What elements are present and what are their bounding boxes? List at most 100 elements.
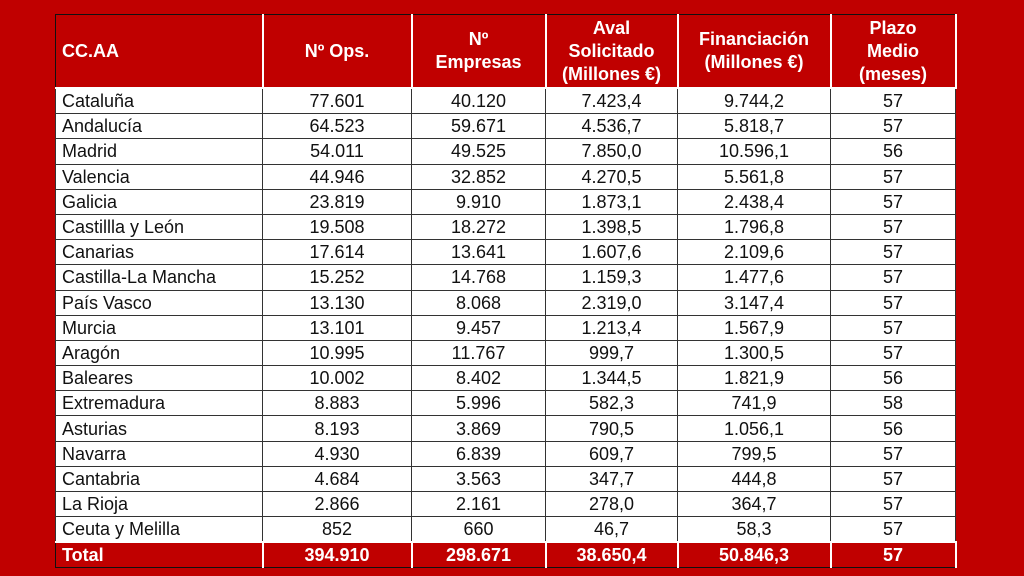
region-cell: Navarra (55, 440, 263, 467)
value-cell: 10.995 (262, 339, 412, 367)
data-row: Castillla y León 19.508 18.272 1.398,5 1.796… (55, 213, 956, 241)
value-cell: 56 (830, 365, 956, 392)
value-cell: 58 (830, 390, 956, 417)
value-cell: 57 (830, 213, 956, 241)
value-cell: 7.423,4 (545, 87, 678, 115)
table-container: CC.AA Nº Ops. Nº Empresas Aval Solicitado (Mil… (55, 14, 957, 569)
value-cell: 1.567,9 (677, 314, 831, 341)
value-cell: 56 (830, 138, 956, 165)
value-cell: 13.101 (262, 314, 412, 341)
value-cell: 57 (830, 289, 956, 316)
data-row: Aragón 10.995 11.767 999,7 1.300,5 57 (55, 339, 956, 367)
data-row: Galicia 23.819 9.910 1.873,1 2.438,4 57 (55, 188, 956, 215)
total-cell: 38.650,4 (544, 541, 679, 569)
value-cell: 2.438,4 (677, 188, 831, 215)
value-cell: 8.193 (262, 415, 412, 442)
value-cell: 57 (830, 239, 956, 266)
data-row: La Rioja 2.866 2.161 278,0 364,7 57 (55, 490, 956, 518)
value-cell: 56 (830, 415, 956, 442)
value-cell: 10.002 (262, 365, 412, 392)
value-cell: 4.270,5 (545, 163, 678, 190)
value-cell: 609,7 (545, 440, 678, 467)
value-cell: 1.821,9 (677, 365, 831, 392)
data-row: Madrid 54.011 49.525 7.850,0 10.596,1 56 (55, 138, 956, 165)
total-cell: 394.910 (261, 541, 413, 569)
value-cell: 6.839 (411, 440, 546, 467)
value-cell: 3.563 (411, 465, 546, 493)
value-cell: 1.477,6 (677, 264, 831, 291)
region-cell: Murcia (55, 314, 263, 341)
value-cell: 17.614 (262, 239, 412, 266)
value-cell: 5.818,7 (677, 113, 831, 140)
value-cell: 57 (830, 465, 956, 493)
data-row: Canarias 17.614 13.641 1.607,6 2.109,6 57 (55, 239, 956, 266)
value-cell: 7.850,0 (545, 138, 678, 165)
header-text: Plazo (869, 17, 917, 38)
value-cell: 13.641 (411, 239, 546, 266)
region-cell: Ceuta y Melilla (55, 516, 263, 543)
value-cell: 9.910 (411, 188, 546, 215)
value-cell: 57 (830, 163, 956, 190)
value-cell: 2.319,0 (545, 289, 678, 316)
value-cell: 44.946 (262, 163, 412, 190)
header-text: Solicitado (568, 40, 655, 61)
value-cell: 8.883 (262, 390, 412, 417)
value-cell: 364,7 (677, 490, 831, 518)
value-cell: 278,0 (545, 490, 678, 518)
value-cell: 57 (830, 516, 956, 543)
region-cell: Asturias (55, 415, 263, 442)
data-row: Asturias 8.193 3.869 790,5 1.056,1 56 (55, 415, 956, 442)
value-cell: 64.523 (262, 113, 412, 140)
value-cell: 2.866 (262, 490, 412, 518)
value-cell: 32.852 (411, 163, 546, 190)
value-cell: 18.272 (411, 213, 546, 241)
value-cell: 40.120 (411, 87, 546, 115)
header-cell: Nº Ops. (261, 14, 413, 89)
header-text: Financiación (698, 29, 810, 49)
region-cell: Madrid (55, 138, 263, 165)
data-row: Extremadura 8.883 5.996 582,3 741,9 58 (55, 390, 956, 417)
total-cell: 57 (829, 541, 957, 569)
region-cell: Extremadura (55, 390, 263, 417)
value-cell: 1.159,3 (545, 264, 678, 291)
header-text: Empresas (435, 52, 522, 72)
data-row: Navarra 4.930 6.839 609,7 799,5 57 (55, 440, 956, 467)
value-cell: 790,5 (545, 415, 678, 442)
value-cell: 14.768 (411, 264, 546, 291)
value-cell: 8.068 (411, 289, 546, 316)
value-cell: 999,7 (545, 339, 678, 367)
value-cell: 741,9 (677, 390, 831, 417)
header-text: Medio (867, 40, 919, 61)
total-cell: Total (55, 541, 264, 569)
total-cell: 50.846,3 (676, 541, 832, 569)
header-cell: Plazo Medio (meses) (829, 14, 957, 89)
region-cell: Cataluña (55, 87, 263, 115)
header-text: Nº Ops. (304, 40, 370, 61)
value-cell: 57 (830, 113, 956, 140)
value-cell: 19.508 (262, 213, 412, 241)
region-cell: Galicia (55, 188, 263, 215)
data-row: Castilla-La Mancha 15.252 14.768 1.159,3 1.4… (55, 264, 956, 291)
value-cell: 2.109,6 (677, 239, 831, 266)
value-cell: 57 (830, 264, 956, 291)
data-row: Valencia 44.946 32.852 4.270,5 5.561,8 57 (55, 163, 956, 190)
value-cell: 1.873,1 (545, 188, 678, 215)
region-cell: Castilla-La Mancha (55, 264, 263, 291)
data-row: País Vasco 13.130 8.068 2.319,0 3.147,4 57 (55, 289, 956, 316)
data-table: CC.AA Nº Ops. Nº Empresas Aval Solicitado (Mil… (55, 14, 957, 569)
region-cell: Aragón (55, 339, 263, 367)
value-cell: 3.147,4 (677, 289, 831, 316)
total-cell: 298.671 (410, 541, 547, 569)
value-cell: 852 (262, 516, 412, 543)
total-row: Total 394.910 298.671 38.650,4 50.846,3 57 (55, 541, 957, 569)
header-text: (Millones €) (561, 63, 661, 84)
region-cell: Baleares (55, 365, 263, 392)
value-cell: 347,7 (545, 465, 678, 493)
value-cell: 4.536,7 (545, 113, 678, 140)
value-cell: 57 (830, 339, 956, 367)
header-text: (meses) (858, 63, 928, 84)
header-cell: Aval Solicitado (Millones €) (544, 14, 679, 89)
data-row: Ceuta y Melilla 852 660 46,7 58,3 57 (55, 516, 956, 543)
value-cell: 57 (830, 188, 956, 215)
